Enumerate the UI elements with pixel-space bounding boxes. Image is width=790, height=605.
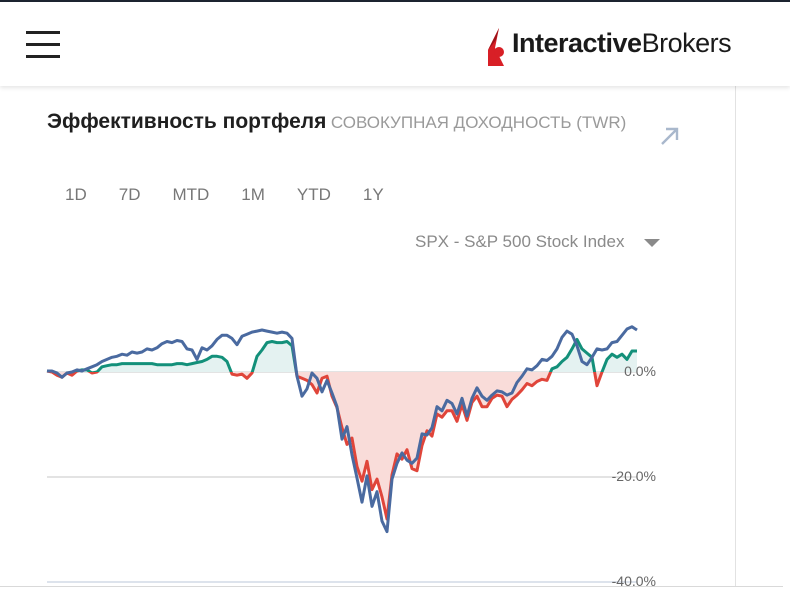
performance-chart: 0.0% -20.0% -40.0%: [0, 260, 735, 600]
portfolio-line-positive: [46, 337, 637, 372]
tab-1d[interactable]: 1D: [65, 185, 87, 204]
bottom-divider: [0, 586, 783, 587]
panel-divider: [735, 86, 736, 586]
tab-7d[interactable]: 7D: [118, 185, 141, 204]
negative-area: [47, 372, 637, 519]
portfolio-line-negative: [46, 372, 604, 521]
hamburger-menu-icon[interactable]: [26, 31, 62, 59]
ib-logo-text: InteractiveBrokers: [512, 27, 732, 58]
y-tick-neg20: -20.0%: [611, 468, 656, 484]
tab-1y[interactable]: 1Y: [362, 185, 384, 204]
panel-title: Эффективность портфеля: [47, 110, 327, 133]
panel-subtitle: СОВОКУПНАЯ ДОХОДНОСТЬ (TWR): [330, 113, 627, 132]
caret-down-icon: [644, 239, 661, 247]
chart-canvas: [46, 325, 638, 583]
benchmark-line: [47, 325, 638, 534]
arrow-up-right-icon[interactable]: [658, 124, 682, 148]
panel-title-block: Эффективность портфеля СОВОКУПНАЯ ДОХОДН…: [47, 108, 657, 138]
benchmark-selected: SPX - S&P 500 Stock Index: [415, 232, 625, 251]
y-tick-neg40: -40.0%: [611, 573, 656, 589]
ib-logo-mark-icon: [488, 28, 504, 66]
tab-ytd[interactable]: YTD: [296, 185, 331, 204]
y-tick-0: 0.0%: [624, 363, 656, 379]
app-header: InteractiveBrokers: [0, 2, 790, 86]
ib-logo[interactable]: InteractiveBrokers: [482, 20, 732, 66]
tab-mtd[interactable]: MTD: [172, 185, 210, 204]
benchmark-dropdown[interactable]: SPX - S&P 500 Stock Index: [415, 232, 661, 252]
top-edge: [0, 0, 790, 2]
tab-1m[interactable]: 1M: [241, 185, 265, 204]
period-tabs: 1D 7D MTD 1M YTD 1Y: [47, 182, 400, 208]
